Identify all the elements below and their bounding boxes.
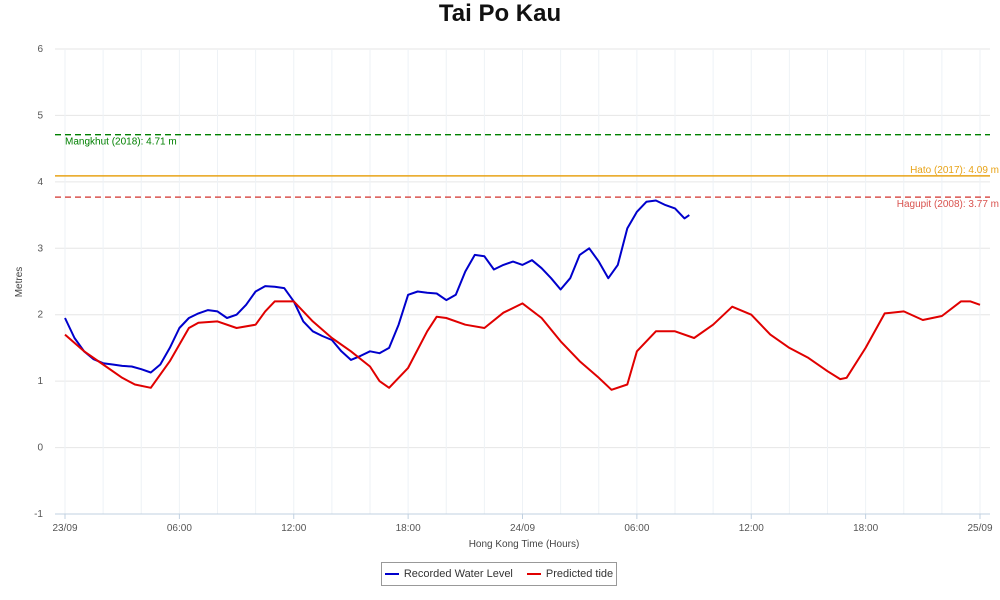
grid bbox=[55, 48, 990, 515]
y-tick-label: -1 bbox=[34, 509, 43, 520]
legend-label-predicted: Predicted tide bbox=[545, 568, 614, 580]
legend-swatch-predicted bbox=[526, 573, 541, 575]
reference-line-label: Hato (2017): 4.09 m bbox=[910, 165, 999, 176]
y-axis-label: Metres bbox=[14, 267, 25, 298]
x-axis-label: Hong Kong Time (Hours) bbox=[469, 539, 580, 550]
legend-label-recorded: Recorded Water Level bbox=[403, 568, 513, 580]
reference-line-label: Hagupit (2008): 3.77 m bbox=[897, 199, 999, 210]
reference-lines: Mangkhut (2018): 4.71 m Hato (2017): 4.09… bbox=[55, 133, 999, 210]
y-tick-label: 6 bbox=[37, 44, 43, 55]
x-tick-label: 12:00 bbox=[281, 523, 306, 534]
legend: Recorded Water Level Predicted tide bbox=[381, 562, 617, 586]
y-tick-label: 1 bbox=[37, 376, 43, 387]
reference-line-label: Mangkhut (2018): 4.71 m bbox=[65, 137, 177, 148]
x-tick-label: 18:00 bbox=[853, 523, 878, 534]
axes: -1 0 1 2 3 4 5 6 23/09 06:00 12:00 18:00 24/09 06:00 1… bbox=[34, 44, 993, 534]
y-tick-label: 4 bbox=[37, 177, 43, 188]
y-tick-label: 3 bbox=[37, 243, 43, 254]
chart-title: Tai Po Kau bbox=[438, 0, 562, 27]
y-tick-label: 2 bbox=[37, 310, 43, 321]
x-tick-label: 23/09 bbox=[52, 523, 77, 534]
x-tick-label: 06:00 bbox=[624, 523, 649, 534]
x-tick-label: 06:00 bbox=[167, 523, 192, 534]
series-line-predicted-tide bbox=[64, 300, 981, 391]
y-tick-label: 0 bbox=[37, 443, 43, 454]
x-tick-label: 24/09 bbox=[510, 523, 535, 534]
legend-item-recorded-water-level[interactable]: Recorded Water Level bbox=[384, 568, 513, 580]
x-tick-label: 25/09 bbox=[967, 523, 992, 534]
x-tick-label: 18:00 bbox=[396, 523, 421, 534]
series-lines bbox=[64, 199, 981, 391]
legend-item-predicted-tide[interactable]: Predicted tide bbox=[526, 568, 614, 580]
series-line-recorded-water-level bbox=[64, 199, 690, 374]
x-tick-label: 12:00 bbox=[739, 523, 764, 534]
legend-swatch-recorded bbox=[384, 573, 399, 575]
y-tick-label: 5 bbox=[37, 110, 43, 121]
